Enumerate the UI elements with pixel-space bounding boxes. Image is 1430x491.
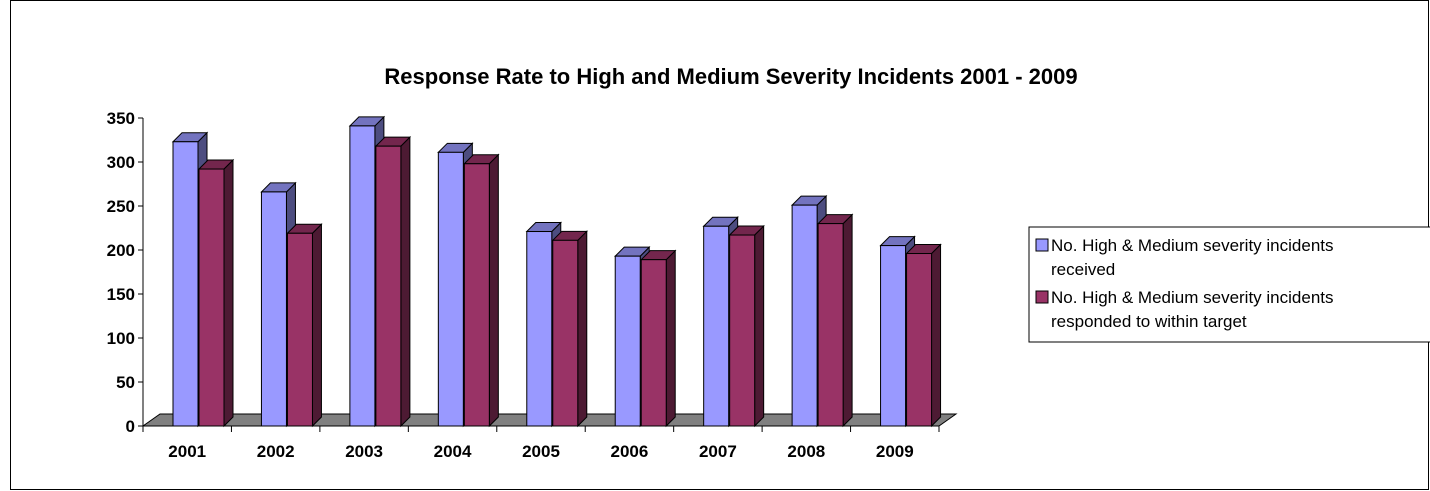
bar-front (703, 225, 730, 427)
bar (640, 249, 677, 428)
chart-legend: No. High & Medium severity incidents rece… (1028, 226, 1430, 343)
bar-side (311, 223, 322, 428)
chart-title: Response Rate to High and Medium Severit… (384, 64, 1077, 89)
bar (551, 230, 588, 428)
bar-front (198, 168, 225, 427)
x-tick-label: 2002 (257, 442, 295, 461)
bar (463, 153, 500, 428)
bar-side (842, 213, 853, 428)
x-tick-label: 2009 (876, 442, 914, 461)
bar (374, 135, 412, 428)
y-tick-label: 0 (126, 417, 135, 436)
bar-front (260, 191, 287, 427)
legend-label: No. High & Medium severity incidents (1051, 236, 1334, 255)
bar-front (552, 239, 579, 427)
chart-bar-layer (171, 115, 942, 428)
x-tick-label: 2005 (522, 442, 560, 461)
bar-front (791, 204, 818, 427)
bar-side (400, 135, 411, 428)
bar-side (577, 230, 588, 428)
legend-label: received (1051, 260, 1115, 279)
x-tick-label: 2003 (345, 442, 383, 461)
x-tick-label: 2001 (168, 442, 206, 461)
bar-side (488, 153, 499, 428)
y-tick-label: 250 (107, 197, 135, 216)
bar-side (223, 158, 234, 428)
y-tick-label: 50 (116, 373, 135, 392)
y-tick-label: 100 (107, 329, 135, 348)
legend-label: No. High & Medium severity incidents (1051, 288, 1334, 307)
bar-front (526, 231, 553, 427)
bar-front (349, 125, 376, 427)
bar (816, 213, 854, 428)
x-tick-label: 2004 (434, 442, 472, 461)
bar-side (665, 249, 676, 428)
legend-label: responded to within target (1051, 312, 1247, 331)
y-tick-label: 300 (107, 153, 135, 172)
bar-side (931, 243, 942, 428)
chart-frame: Response Rate to High and Medium Severit… (10, 0, 1430, 490)
bar (702, 216, 739, 428)
y-tick-label: 350 (107, 109, 135, 128)
y-tick-label: 200 (107, 241, 135, 260)
x-tick-label: 2006 (611, 442, 649, 461)
bar-front (880, 245, 907, 427)
bar-front (640, 259, 667, 427)
bar-front (817, 223, 844, 427)
bar (286, 223, 323, 428)
bar-front (463, 163, 490, 427)
y-tick-label: 150 (107, 285, 135, 304)
legend-swatch (1035, 238, 1049, 252)
bar-front (906, 253, 933, 427)
legend-swatch (1035, 290, 1049, 304)
bar (905, 243, 942, 428)
bar-front (172, 141, 199, 427)
bar (728, 224, 765, 428)
bar-front (729, 234, 756, 427)
bar-front (437, 151, 464, 427)
bar (197, 158, 235, 428)
bar-front (375, 145, 402, 427)
bar-front (286, 232, 313, 427)
legend-box (1028, 226, 1430, 343)
bar-front (614, 255, 641, 427)
bar-side (754, 224, 765, 428)
x-tick-label: 2007 (699, 442, 737, 461)
x-tick-label: 2008 (787, 442, 825, 461)
chart-svg: Response Rate to High and Medium Severit… (107, 64, 1430, 461)
